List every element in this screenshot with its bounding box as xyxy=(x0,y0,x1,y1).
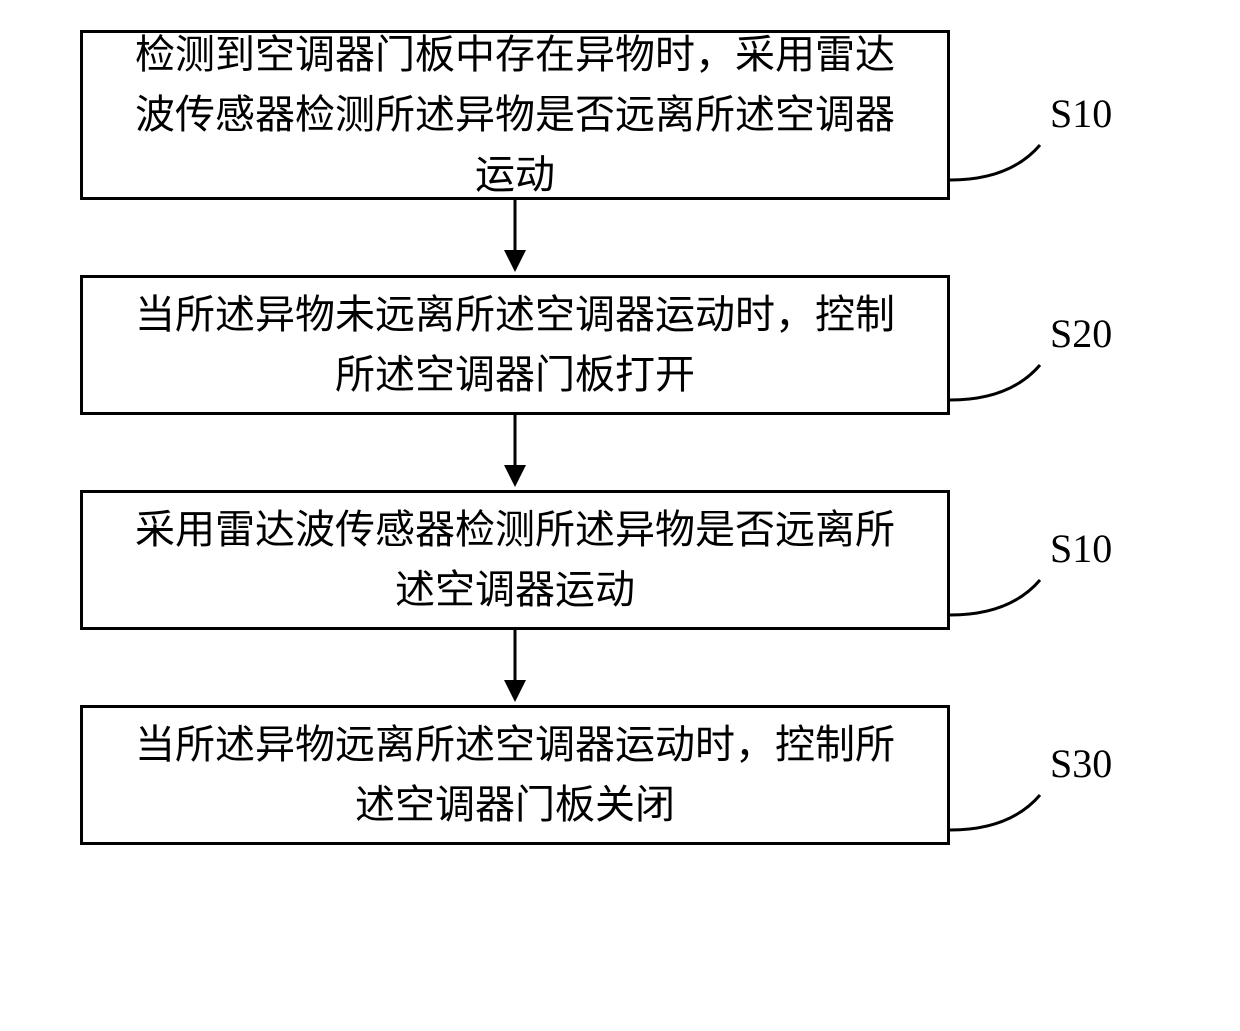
flow-step-s10a: 检测到空调器门板中存在异物时，采用雷达波传感器检测所述异物是否远离所述空调器运动 xyxy=(80,30,950,200)
flow-step-s10b: 采用雷达波传感器检测所述异物是否远离所述空调器运动 xyxy=(80,490,950,630)
flow-arrow xyxy=(80,415,950,490)
flow-step-s20: 当所述异物未远离所述空调器运动时，控制所述空调器门板打开 xyxy=(80,275,950,415)
flow-step-text: 当所述异物未远离所述空调器运动时，控制所述空调器门板打开 xyxy=(123,285,907,405)
label-connector xyxy=(950,145,1080,205)
label-connector xyxy=(950,365,1080,425)
flow-step-text: 采用雷达波传感器检测所述异物是否远离所述空调器运动 xyxy=(123,500,907,620)
label-connector xyxy=(950,795,1080,855)
step-label: S10 xyxy=(1050,90,1112,137)
flow-step-text: 检测到空调器门板中存在异物时，采用雷达波传感器检测所述异物是否远离所述空调器运动 xyxy=(123,25,907,205)
flowchart-container: 检测到空调器门板中存在异物时，采用雷达波传感器检测所述异物是否远离所述空调器运动… xyxy=(80,30,1160,845)
step-label: S10 xyxy=(1050,525,1112,572)
flow-step-text: 当所述异物远离所述空调器运动时，控制所述空调器门板关闭 xyxy=(123,715,907,835)
step-label: S30 xyxy=(1050,740,1112,787)
flow-arrow xyxy=(80,630,950,705)
flow-arrow xyxy=(80,200,950,275)
step-label: S20 xyxy=(1050,310,1112,357)
label-connector xyxy=(950,580,1080,640)
flow-step-s30: 当所述异物远离所述空调器运动时，控制所述空调器门板关闭 xyxy=(80,705,950,845)
